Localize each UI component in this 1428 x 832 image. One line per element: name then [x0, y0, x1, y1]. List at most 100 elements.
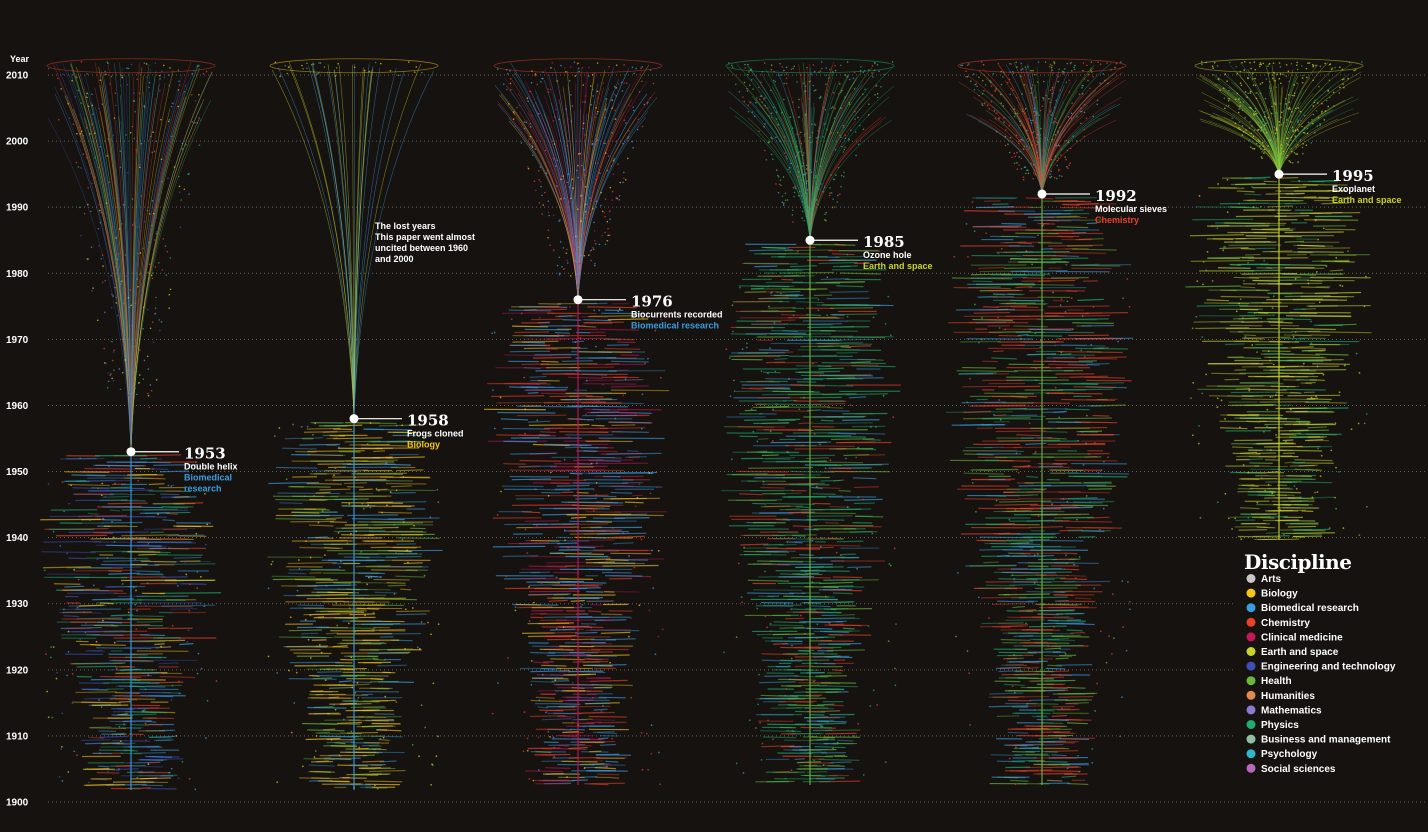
citation-dot [579, 337, 582, 339]
citation-ray [62, 62, 132, 452]
citation-streak [838, 490, 851, 492]
citation-streak [597, 773, 620, 776]
citation-dot [127, 171, 129, 174]
citation-dot [614, 417, 617, 420]
citation-dot [358, 746, 361, 749]
citation-streak [827, 303, 869, 306]
citation-streak [811, 758, 825, 761]
citation-streak [539, 709, 564, 712]
citation-ray [577, 83, 631, 300]
citation-dot [386, 504, 388, 507]
citation-streak [1028, 625, 1067, 628]
citation-dot [997, 316, 999, 319]
citation-streak [573, 495, 617, 498]
citation-dot [627, 135, 630, 138]
citation-dot [55, 677, 58, 680]
citation-streak [573, 744, 592, 747]
citation-streak [90, 643, 101, 646]
citation-dot [1127, 581, 1129, 583]
citation-dot [99, 221, 102, 224]
citation-dot [531, 146, 534, 148]
citation-ray [68, 101, 132, 452]
citation-dot [760, 758, 763, 761]
citation-streak [804, 765, 821, 768]
citation-dot [537, 112, 540, 115]
citation-streak [796, 367, 810, 370]
citation-streak [830, 761, 852, 764]
citation-streak [1044, 647, 1061, 650]
citation-dot [769, 430, 772, 433]
citation-dot [314, 422, 317, 425]
citation-dot [514, 73, 516, 76]
citation-dot [160, 645, 163, 648]
citation-dot [547, 236, 549, 239]
citation-dot [79, 638, 82, 641]
citation-ray [803, 74, 811, 241]
citation-ray [748, 66, 811, 241]
citation-dot [128, 698, 131, 701]
citation-streak [560, 597, 603, 599]
citation-dot [158, 198, 161, 201]
citation-streak [1054, 516, 1094, 519]
citation-dot [307, 638, 310, 641]
citation-dot [122, 203, 125, 206]
citation-dot [623, 177, 625, 180]
citation-streak [1028, 526, 1063, 529]
citation-dot [774, 370, 777, 373]
citation-ray [809, 121, 883, 241]
citation-dot [1037, 553, 1039, 556]
citation-dot [795, 155, 798, 157]
citation-dot [357, 696, 360, 699]
citation-dot [315, 735, 318, 737]
citation-dot [337, 62, 339, 65]
citation-streak [766, 502, 815, 505]
citation-dot [770, 630, 773, 633]
citation-streak [976, 206, 1015, 209]
citation-ray [94, 87, 132, 452]
citation-ray [99, 111, 132, 452]
citation-dot [134, 302, 137, 305]
citation-dot [743, 81, 746, 84]
citation-streak [736, 320, 782, 323]
citation-dot [809, 136, 811, 139]
citation-streak [1027, 686, 1068, 689]
citation-streak [86, 634, 124, 637]
citation-dot [170, 698, 173, 701]
citation-streak [577, 552, 592, 554]
citation-dot [839, 134, 841, 137]
citation-streak [822, 393, 857, 396]
citation-dot [735, 636, 738, 639]
citation-streak [1009, 583, 1040, 586]
citation-dot [819, 95, 822, 98]
citation-streak [305, 737, 341, 741]
citation-streak [724, 426, 775, 428]
citation-dot [76, 76, 78, 79]
citation-streak [268, 481, 320, 485]
citation-streak [307, 454, 344, 457]
citation-dot [584, 174, 587, 177]
citation-streak [72, 487, 110, 490]
citation-ray [288, 65, 355, 419]
citation-dot [376, 787, 379, 790]
citation-streak [612, 513, 648, 516]
citation-dot [618, 308, 621, 310]
citation-dot [842, 151, 845, 153]
citation-streak [811, 330, 858, 332]
citation-streak [984, 392, 1034, 395]
citation-streak [611, 360, 649, 363]
citation-streak [998, 670, 1023, 673]
citation-dot [142, 709, 144, 712]
citation-dot [119, 166, 122, 169]
citation-dot [785, 73, 788, 76]
citation-dot [811, 209, 814, 212]
citation-streak [1057, 350, 1123, 354]
citation-dot [627, 139, 629, 142]
citation-dot [787, 268, 790, 271]
citation-dot [635, 67, 637, 70]
citation-dot [115, 302, 118, 304]
citation-dot [611, 190, 614, 193]
citation-streak [1012, 605, 1026, 609]
citation-dot [624, 178, 627, 181]
citation-dot [615, 64, 618, 66]
y-tick-label: 1940 [6, 533, 29, 544]
